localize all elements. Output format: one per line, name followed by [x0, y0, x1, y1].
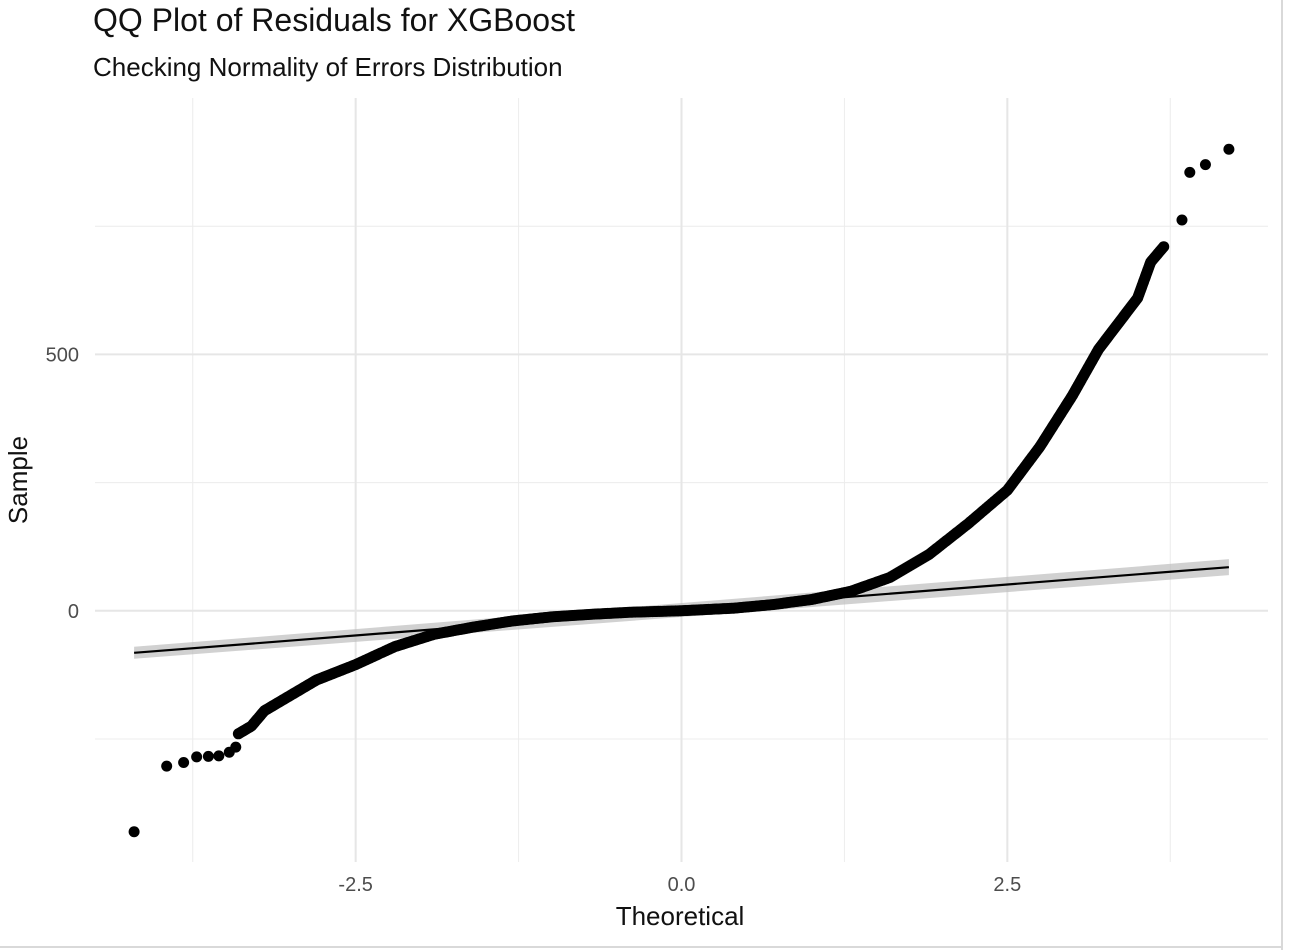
outlier-point	[1184, 166, 1196, 178]
outlier-point	[1176, 214, 1188, 226]
chart-title: QQ Plot of Residuals for XGBoost	[93, 2, 575, 38]
major-gridlines	[95, 98, 1268, 862]
y-tick-label: 0	[68, 601, 79, 623]
outlier-point	[202, 750, 214, 762]
outlier-point	[213, 750, 225, 762]
outlier-point	[178, 757, 190, 769]
y-axis-title: Sample	[3, 436, 33, 524]
sample-points	[128, 143, 1235, 838]
x-tick-label: 2.5	[993, 874, 1021, 896]
x-tick-label: 0.0	[668, 874, 696, 896]
y-axis-ticks: 0 500	[46, 344, 79, 622]
outlier-point	[128, 826, 140, 838]
sample-point	[1158, 241, 1170, 253]
frame-border-right	[1281, 0, 1283, 950]
outlier-point	[1223, 143, 1235, 155]
frame-border-bottom	[0, 946, 1283, 948]
outlier-point	[1199, 159, 1211, 171]
x-axis-title: Theoretical	[616, 901, 745, 931]
outlier-point	[191, 751, 203, 763]
y-tick-label: 500	[46, 344, 79, 366]
outlier-point	[230, 741, 242, 753]
chart-subtitle: Checking Normality of Errors Distributio…	[93, 52, 563, 82]
x-axis-ticks: -2.5 0.0 2.5	[338, 874, 1021, 896]
x-tick-label: -2.5	[338, 874, 372, 896]
outlier-point	[161, 760, 173, 772]
